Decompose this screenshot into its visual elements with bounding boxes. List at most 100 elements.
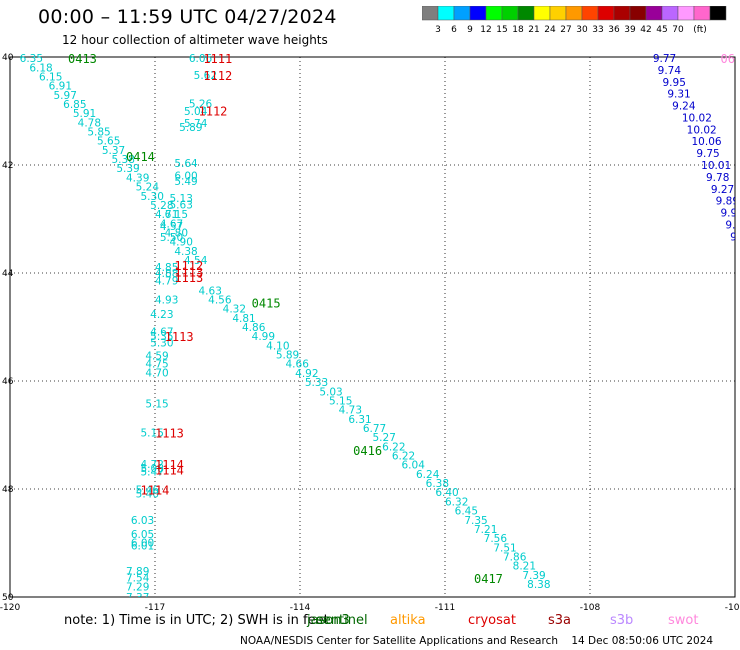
wave-height-value: 9.78: [706, 172, 729, 184]
colorbar-tick-label: 39: [624, 25, 636, 35]
wave-height-value: 4.73: [339, 405, 362, 417]
wave-height-value: 5.97: [54, 90, 77, 102]
colorbar-tick-label: 18: [512, 25, 524, 35]
latitude-tick-label: 50: [2, 593, 14, 603]
wave-height-value: 10.02: [687, 124, 717, 136]
wave-height-value: 4.72: [141, 459, 164, 471]
colorbar-tick-label: 33: [592, 25, 603, 35]
track-time-label: 1113: [174, 271, 203, 285]
wave-height-value: 4.67: [150, 326, 173, 338]
wave-height-value: 6.22: [392, 451, 415, 463]
colorbar-tick-label: 6: [451, 25, 457, 35]
wave-height-value: 5.35: [150, 331, 173, 343]
latitude-tick-label: 42: [2, 161, 13, 171]
wave-height-value: 5.15: [141, 427, 164, 439]
wave-height-value: 7.86: [503, 552, 527, 564]
wave-height-value: 10.06: [692, 136, 722, 148]
legend-item-swot: swot: [668, 613, 699, 628]
wave-height-value: 6.91: [49, 81, 72, 93]
wave-height-value: 7.54: [126, 573, 150, 585]
wave-height-value: 4.66: [286, 359, 310, 371]
wave-height-value: 6.35: [20, 53, 43, 65]
wave-height-value: 4.99: [252, 331, 275, 343]
track-time-label: 0413: [68, 52, 97, 66]
colorbar-tick-label: 70: [672, 25, 684, 35]
wave-height-value: 5.15: [329, 395, 352, 407]
wave-height-value: 5.89: [276, 350, 299, 362]
colorbar-tick-label: 36: [608, 25, 620, 35]
legend-item-s3a: s3a: [548, 613, 572, 628]
credit-text: NOAA/NESDIS Center for Satellite Applica…: [240, 635, 558, 647]
colorbar-tick-label: 3: [435, 25, 441, 35]
colorbar-tick-label: 9: [467, 25, 473, 35]
map-frame: [9, 56, 736, 598]
track-time-label: 1112: [174, 259, 203, 273]
wave-height-value: 5.40: [136, 488, 159, 500]
wave-height-value: 9.27: [711, 184, 734, 196]
wave-height-value: 9.31: [667, 89, 690, 101]
wave-height-value: 5.50: [160, 232, 183, 244]
wave-height-map: -120 -117 -114 -111 -108 -105 40 42 44 46 48 50 6.35…: [0, 52, 740, 612]
wave-height-value: 6.01: [131, 541, 154, 553]
colorbar-tick-label: 24: [544, 25, 556, 35]
color-swatch: [709, 6, 727, 21]
wave-height-value: 9.74: [658, 65, 682, 77]
wave-height-value: 9.95: [663, 77, 686, 89]
wave-height-value: 9.77: [653, 53, 676, 65]
colorbar-tick-label: 27: [560, 25, 571, 35]
footnote: note: 1) Time is in UTC; 2) SWH is in fe…: [64, 613, 329, 628]
colorbar-tick-label: 15: [496, 25, 507, 35]
wave-height-value: 5.28: [150, 200, 173, 212]
wave-height-value: 9.24: [672, 101, 696, 113]
colorbar-tick-label: 30: [576, 25, 588, 35]
track-time-label: 1114: [155, 464, 184, 478]
wave-height-value: 4.59: [145, 351, 168, 363]
timestamp: 14 Dec 08:50:06 UTC 2024: [571, 635, 714, 647]
wave-height-value: 4.88: [155, 268, 178, 280]
wave-height-value: 4.63: [199, 285, 222, 297]
track-time-label: 0607: [721, 52, 740, 66]
wave-height-value: 4.78: [78, 117, 101, 129]
wave-height-value: 4.81: [232, 313, 255, 325]
colorbar-tick-label: 45: [656, 25, 667, 35]
wave-height-value: 5.62: [194, 70, 217, 82]
wave-height-value: 5.03: [319, 386, 342, 398]
wave-height-value: 4.54: [184, 255, 208, 267]
color-scale-bar: 3 6 9 12 15 18 21 24 27 30 33 36 39 42 45 70 (ft): [422, 6, 727, 35]
wave-height-value: 5.64: [174, 158, 198, 170]
wave-height-value: 7.35: [464, 515, 487, 527]
wave-height-value: 7.37: [126, 592, 149, 604]
track-time-label: 1114: [141, 484, 170, 498]
wave-height-value: 6.24: [416, 469, 440, 481]
wave-height-value: 9.90: [721, 208, 740, 220]
legend-item-altika: altika: [390, 613, 426, 628]
wave-height-value: 6.03: [131, 515, 154, 527]
wave-height-value: 5.26: [189, 98, 213, 110]
wave-height-value: 6.15: [39, 71, 62, 83]
wave-height-value: 7.51: [493, 542, 516, 554]
wave-height-value: 9.76: [725, 219, 740, 231]
wave-height-value: 7.29: [126, 582, 149, 594]
wave-height-value: 4.85: [155, 262, 178, 274]
wave-height-value: 4.71: [155, 209, 178, 221]
wave-height-value: 5.37: [102, 145, 125, 157]
wave-height-value: 6.85: [63, 99, 86, 111]
wave-height-value: 4.90: [170, 237, 193, 249]
wave-height-value: 5.46: [136, 485, 160, 497]
wave-height-value: 5.39: [116, 163, 139, 175]
wave-height-value: 5.63: [170, 199, 193, 211]
wave-height-value: 9.75: [696, 148, 719, 160]
wave-height-value: 5.04: [184, 106, 208, 118]
page-title: 00:00 – 11:59 UTC 04/27/2024: [38, 6, 337, 28]
track-time-label: 1112: [199, 104, 228, 118]
credit-line: NOAA/NESDIS Center for Satellite Applica…: [240, 635, 713, 647]
track-time-label: 0416: [353, 444, 382, 458]
legend-item-jason3: jason3: [307, 613, 350, 628]
wave-height-value: 5.30: [150, 338, 173, 350]
legend-item-s3b: s3b: [610, 613, 634, 628]
wave-height-value: 6.38: [426, 478, 449, 490]
wave-height-value: 4.70: [145, 367, 168, 379]
wave-height-value: 9.81: [730, 231, 740, 243]
colorbar-tick-label: 21: [528, 25, 539, 35]
wave-height-value: 4.79: [155, 276, 178, 288]
